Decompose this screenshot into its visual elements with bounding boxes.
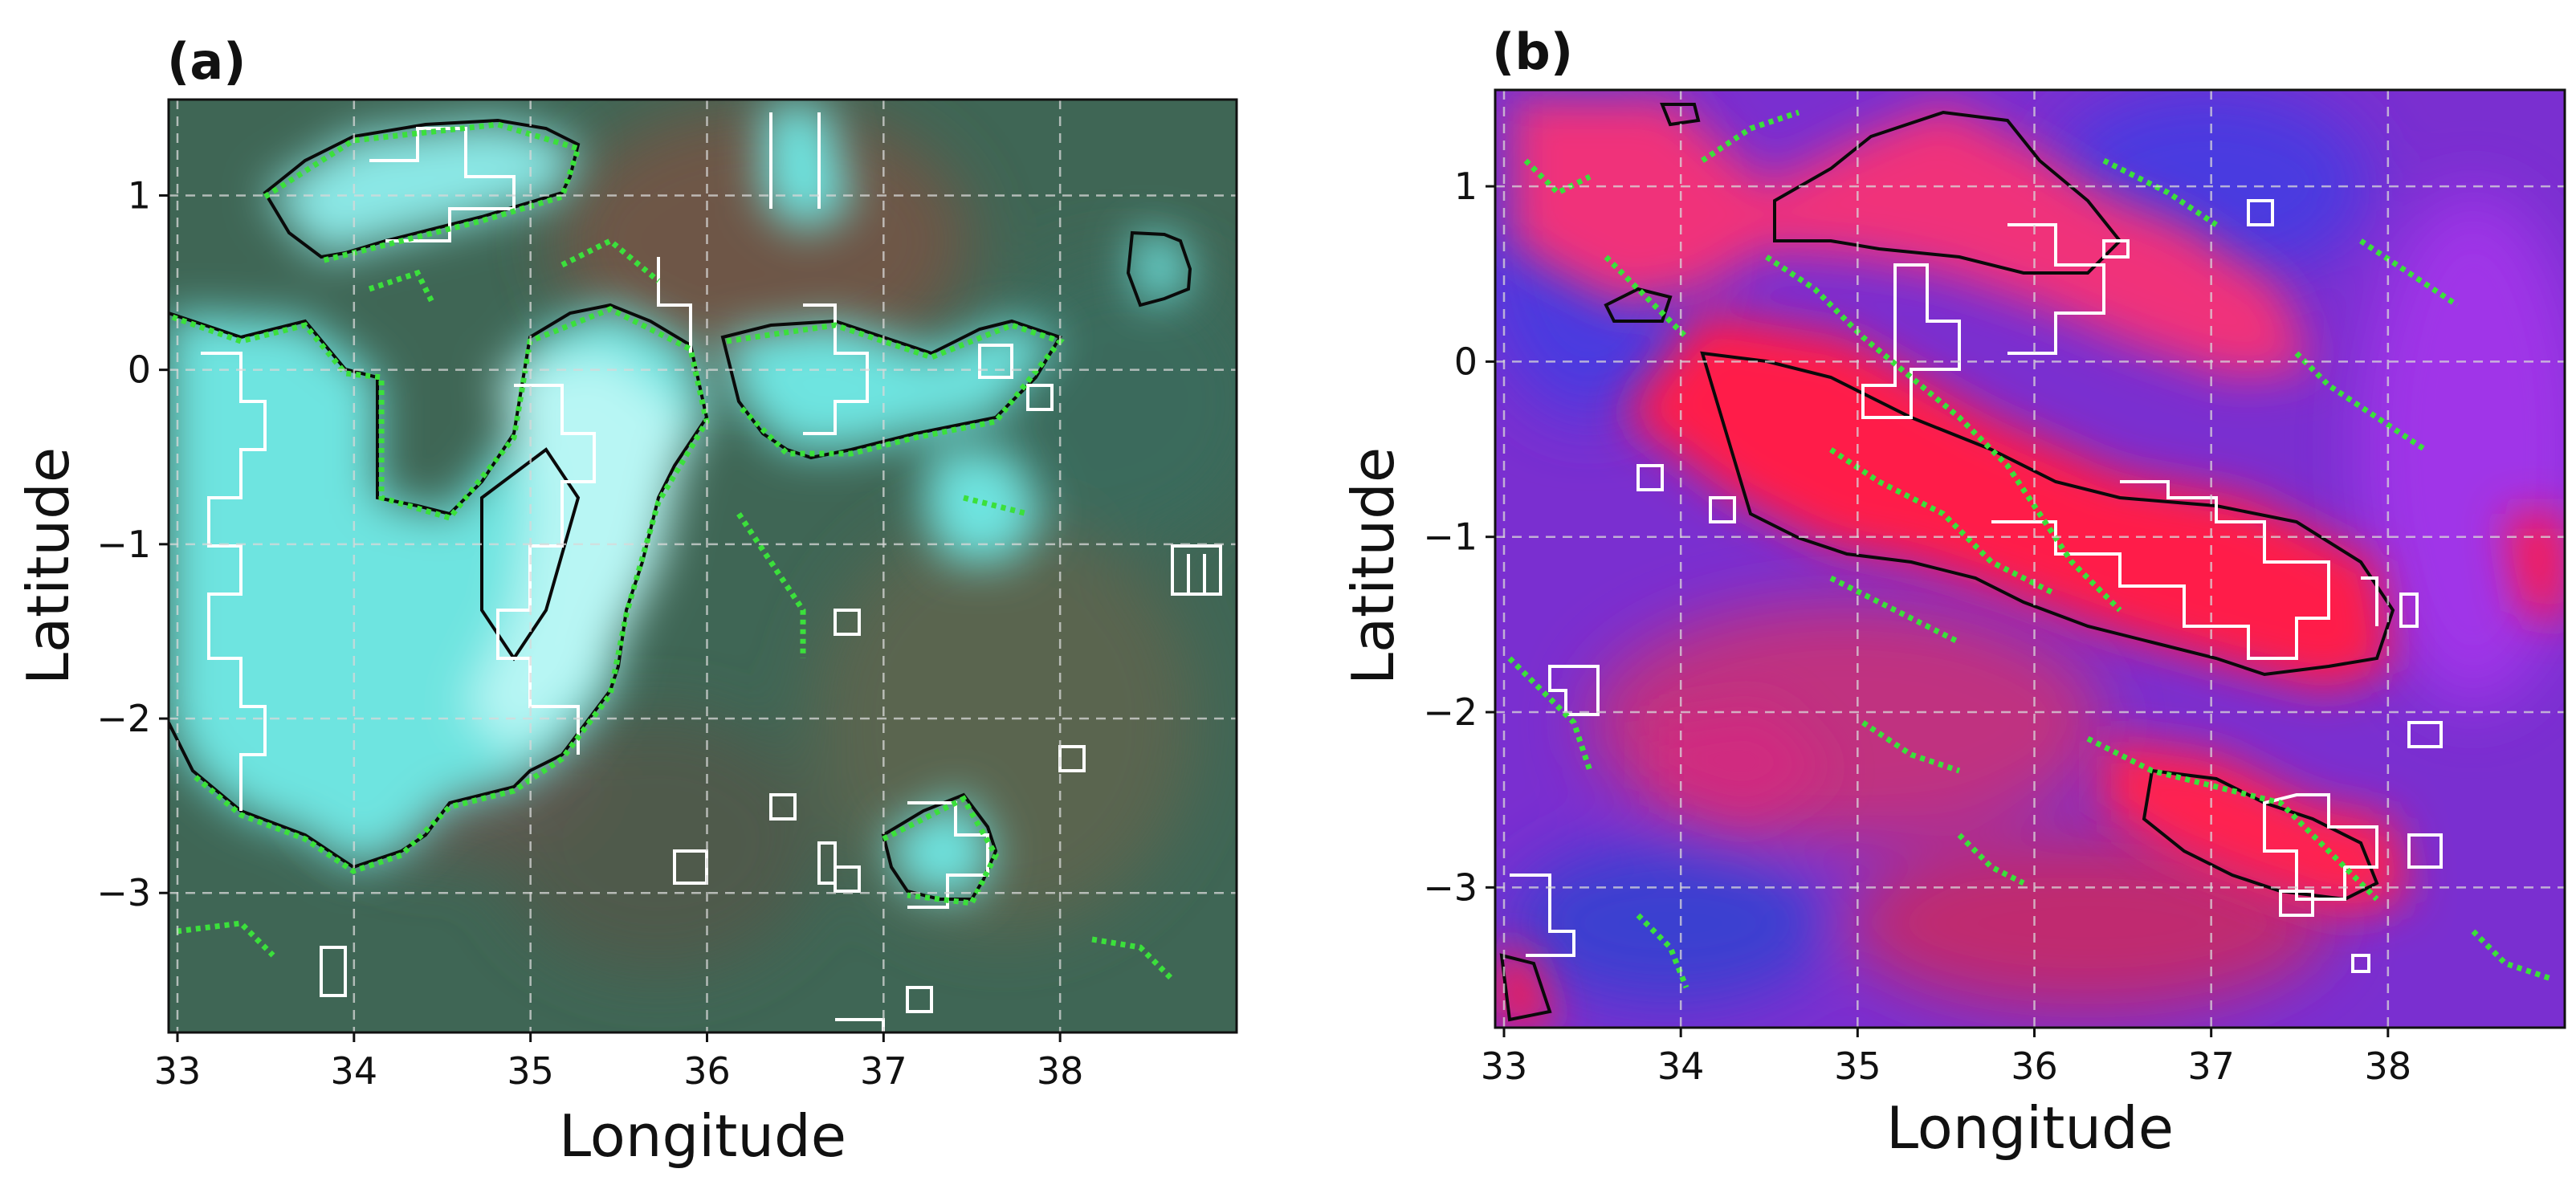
panel-a-label: (a) — [167, 32, 247, 91]
panel-a-xtick-label: 35 — [507, 1049, 554, 1093]
panel-b-xtick-label: 35 — [1834, 1045, 1881, 1088]
panel-b-ytick-label: 0 — [1454, 340, 1478, 383]
panel-a-frame — [167, 98, 1238, 1034]
panel-b-xlabel: Longitude — [1886, 1094, 2174, 1162]
panel-a-ytick-label: 1 — [128, 173, 151, 217]
panel-a-ytick-label: −2 — [96, 697, 151, 740]
panel-b-white-mask — [1510, 199, 2443, 973]
panel-a-ytick-label: −3 — [96, 871, 151, 914]
panel-b-xtick-label: 37 — [2187, 1045, 2235, 1088]
panel-a-xtick-label: 37 — [860, 1049, 907, 1093]
panel-a-texture — [305, 104, 1237, 971]
panel-b: (b) — [1339, 22, 2566, 1162]
panel-a-xticks: 33 34 35 36 37 38 — [154, 1032, 1084, 1093]
panel-b-ylabel: Latitude — [1339, 447, 1407, 685]
panel-b-label: (b) — [1492, 22, 1573, 81]
panel-b-frame — [1494, 88, 2566, 1029]
panel-a-ylabel: Latitude — [14, 447, 82, 685]
panel-b-green-points — [1507, 109, 2555, 989]
panel-a-xtick-label: 33 — [154, 1049, 202, 1093]
panel-b-ytick-label: −3 — [1423, 865, 1478, 909]
panel-b-xticks: 33 34 35 36 37 38 — [1481, 1028, 2411, 1088]
panel-b-xtick-label: 38 — [2365, 1045, 2412, 1088]
panel-b-xtick-label: 33 — [1481, 1045, 1528, 1088]
panel-a: (a) — [14, 32, 1238, 1170]
panel-a-ytick-label: 0 — [128, 348, 151, 392]
panel-b-clouds — [1495, 96, 2565, 1028]
panel-a-gridlines — [169, 100, 1237, 1032]
panel-a-clouds — [169, 104, 1188, 899]
panel-a-xlabel: Longitude — [559, 1102, 846, 1170]
panel-a-image — [169, 100, 1237, 1032]
panel-b-ytick-label: 1 — [1454, 165, 1478, 208]
panel-b-xtick-label: 34 — [1657, 1045, 1705, 1088]
panel-b-ytick-label: −2 — [1423, 690, 1478, 734]
panel-a-yticks: 1 0 −1 −2 −3 — [96, 173, 169, 914]
panel-b-ytick-label: −1 — [1423, 515, 1478, 559]
panel-a-xtick-label: 38 — [1037, 1049, 1084, 1093]
panel-b-image — [1495, 90, 2565, 1028]
panel-a-xtick-label: 36 — [683, 1049, 731, 1093]
panel-a-white-mask — [201, 112, 1222, 1032]
panel-b-gridlines — [1495, 90, 2565, 1028]
panel-b-xtick-label: 36 — [2011, 1045, 2058, 1088]
panel-a-xtick-label: 34 — [331, 1049, 378, 1093]
panel-b-yticks: 1 0 −1 −2 −3 — [1423, 165, 1495, 909]
panel-a-ytick-label: −1 — [96, 523, 151, 566]
